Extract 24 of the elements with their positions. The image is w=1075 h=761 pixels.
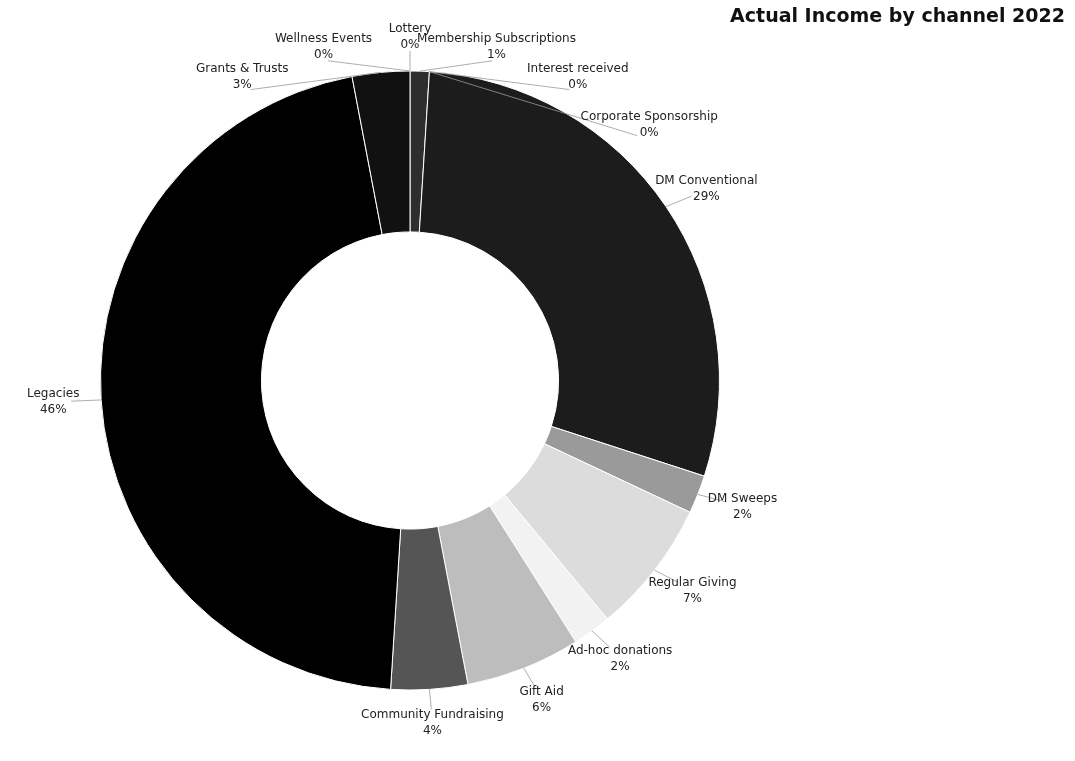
slice-label: Grants & Trusts xyxy=(195,61,289,76)
slice-label: DM Sweeps xyxy=(707,491,778,506)
slice-label: Regular Giving xyxy=(648,575,737,590)
slice-label: Gift Aid xyxy=(519,684,564,698)
data-label: 46% xyxy=(39,402,67,417)
data-label: 3% xyxy=(232,77,252,92)
slice-label: Legacies xyxy=(27,386,80,401)
category-label: Corporate Sponsorship xyxy=(580,109,718,124)
data-label: 7% xyxy=(682,591,702,606)
data-label: 2% xyxy=(732,507,752,522)
data-label: 2% xyxy=(610,658,630,673)
data-label: 1% xyxy=(486,47,507,62)
category-label: Interest received xyxy=(527,61,629,76)
text: 0% xyxy=(639,125,659,140)
data-label: 6% xyxy=(532,700,552,714)
slice-label: DM Conventional xyxy=(655,172,758,187)
text: 0% xyxy=(568,77,588,92)
text: 0% xyxy=(313,47,334,62)
slice-label: Ad-hoc donations xyxy=(567,642,673,657)
data-label: 4% xyxy=(422,723,442,738)
slice-label: Community Fundraising xyxy=(361,707,504,722)
text: Actual Income by channel 2022 xyxy=(730,4,1065,27)
data-label: 29% xyxy=(693,188,720,203)
category-label: Wellness Events xyxy=(274,31,373,46)
